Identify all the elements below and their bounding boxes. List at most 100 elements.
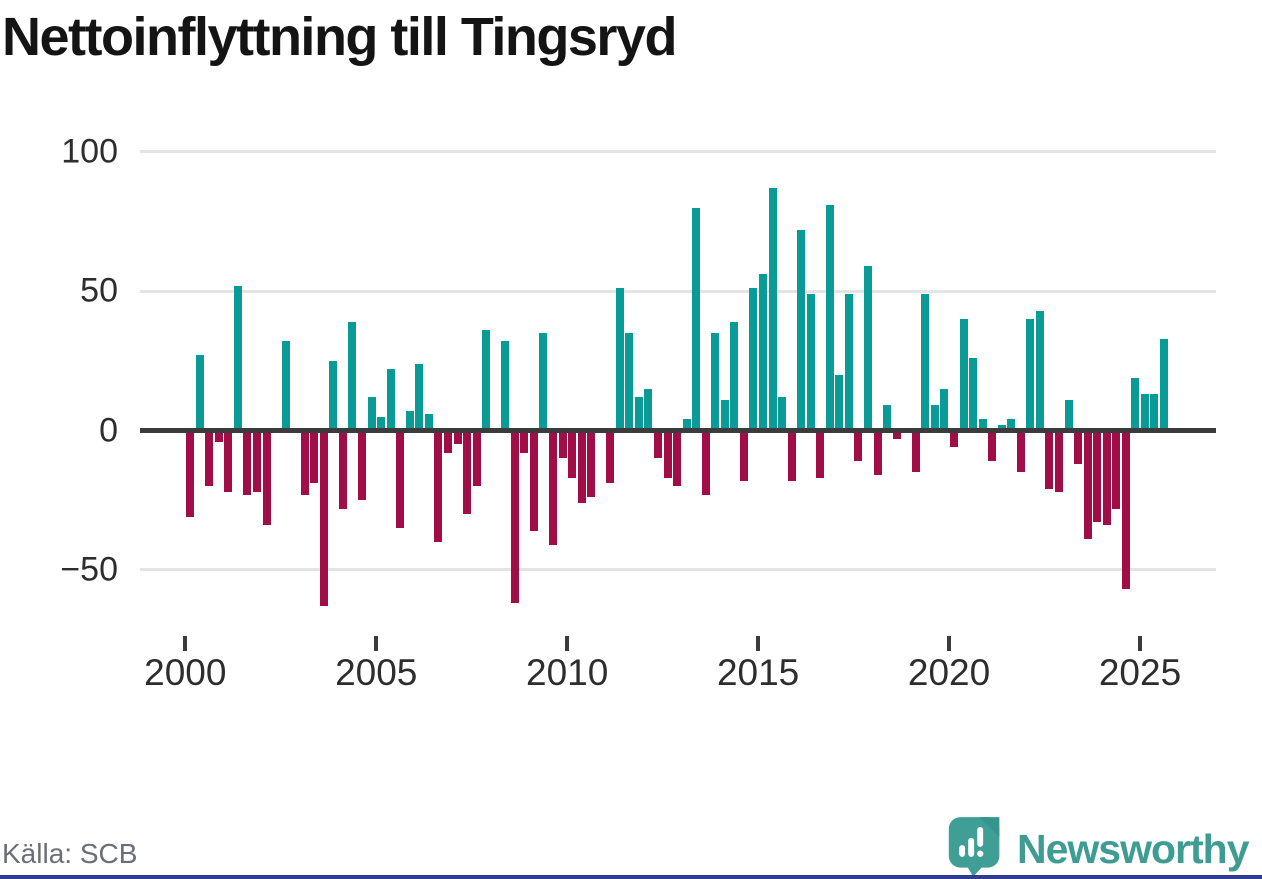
bar-2001-Q2 xyxy=(233,285,242,431)
x-tick-2015 xyxy=(756,636,761,651)
x-axis-label-2020: 2020 xyxy=(907,652,991,693)
bar-2022-Q4 xyxy=(1054,430,1063,492)
bar-2013-Q1 xyxy=(682,419,691,431)
x-axis-label-2010: 2010 xyxy=(526,652,609,693)
bar-2023-Q3 xyxy=(1083,430,1092,540)
bar-2024-Q3 xyxy=(1121,430,1130,590)
bar-2025-Q1 xyxy=(1140,394,1149,431)
x-axis-label-2000: 2000 xyxy=(144,652,227,693)
bar-2000-Q2 xyxy=(195,355,204,431)
gridline-y-50 xyxy=(140,289,1216,293)
bar-2020-Q3 xyxy=(969,358,978,431)
bar-2018-Q3 xyxy=(892,430,901,439)
x-tick-2010 xyxy=(565,636,570,651)
bar-2019-Q2 xyxy=(921,293,930,431)
bar-2014-Q1 xyxy=(720,399,729,431)
bar-2006-Q1 xyxy=(415,363,424,431)
bar-2016-Q4 xyxy=(825,204,834,431)
bar-2024-Q4 xyxy=(1131,377,1140,431)
newsworthy-logo-icon xyxy=(947,812,1003,879)
bar-2007-Q4 xyxy=(482,330,491,431)
bar-2020-Q1 xyxy=(949,430,958,448)
bar-2017-Q2 xyxy=(844,293,853,431)
bar-2003-Q1 xyxy=(300,430,309,495)
bar-2010-Q2 xyxy=(577,430,586,503)
bar-2001-Q3 xyxy=(243,430,252,495)
bar-2006-Q3 xyxy=(434,430,443,542)
bar-2023-Q4 xyxy=(1093,430,1102,523)
bar-2013-Q2 xyxy=(692,207,701,431)
bar-2013-Q4 xyxy=(711,332,720,431)
bar-2012-Q2 xyxy=(654,430,662,459)
bar-2015-Q2 xyxy=(768,188,777,431)
bar-2010-Q3 xyxy=(587,430,596,498)
x-axis-label-2025: 2025 xyxy=(1098,652,1182,693)
bar-2004-Q2 xyxy=(348,321,357,431)
gridline-y-100 xyxy=(140,150,1216,154)
bar-2023-Q1 xyxy=(1064,399,1073,431)
bar-2009-Q1 xyxy=(529,430,538,531)
bar-2019-Q1 xyxy=(911,430,920,473)
bar-2021-Q3 xyxy=(1007,419,1016,431)
bar-2019-Q4 xyxy=(940,388,949,431)
bar-2000-Q1 xyxy=(186,430,195,517)
bar-2022-Q2 xyxy=(1035,310,1044,431)
bar-2000-Q3 xyxy=(205,430,214,487)
bar-2018-Q1 xyxy=(873,430,882,476)
bar-2004-Q3 xyxy=(358,430,367,501)
bar-2005-Q1 xyxy=(377,416,386,431)
bar-2013-Q3 xyxy=(701,430,710,495)
bar-2009-Q4 xyxy=(558,430,567,459)
bar-2002-Q3 xyxy=(281,341,290,431)
bar-2006-Q2 xyxy=(424,413,433,431)
y-axis-label--50: −50 xyxy=(60,550,118,589)
bar-2022-Q1 xyxy=(1026,319,1035,431)
bar-2010-Q1 xyxy=(568,430,577,478)
bar-2022-Q3 xyxy=(1045,430,1054,490)
bar-2004-Q1 xyxy=(338,430,347,509)
bar-2021-Q4 xyxy=(1016,430,1025,473)
bar-2014-Q2 xyxy=(730,321,739,431)
bar-2004-Q4 xyxy=(367,397,376,431)
bar-2011-Q2 xyxy=(615,288,624,431)
bar-2001-Q4 xyxy=(253,430,262,492)
bar-2009-Q2 xyxy=(539,332,548,431)
bar-2007-Q3 xyxy=(472,430,481,487)
source-note: Källa: SCB xyxy=(2,838,138,869)
bar-2011-Q4 xyxy=(634,397,643,431)
bar-2016-Q2 xyxy=(806,293,815,431)
bar-2006-Q4 xyxy=(443,430,452,453)
x-tick-2020 xyxy=(947,636,952,651)
bar-2018-Q2 xyxy=(883,405,892,431)
bar-2011-Q3 xyxy=(625,332,634,431)
bar-2005-Q3 xyxy=(396,430,405,529)
x-axis-label-2015: 2015 xyxy=(716,652,800,693)
bar-2017-Q1 xyxy=(835,374,844,431)
bar-2025-Q2 xyxy=(1150,394,1159,431)
bar-2025-Q3 xyxy=(1159,338,1168,431)
bar-2016-Q1 xyxy=(797,229,806,431)
newsworthy-brand: Newsworthy xyxy=(947,812,1249,879)
bar-2024-Q2 xyxy=(1112,430,1121,509)
bar-2008-Q2 xyxy=(501,341,510,431)
y-axis-label-100: 100 xyxy=(61,132,118,171)
bar-2001-Q1 xyxy=(224,430,233,492)
bar-2012-Q1 xyxy=(644,388,653,431)
bar-2016-Q3 xyxy=(816,430,825,478)
bar-2017-Q3 xyxy=(854,430,863,462)
bar-2003-Q3 xyxy=(319,430,328,607)
bar-2020-Q4 xyxy=(978,419,987,431)
bar-2008-Q4 xyxy=(520,430,529,453)
x-tick-2025 xyxy=(1138,636,1142,651)
bar-2019-Q3 xyxy=(930,405,939,431)
bottom-accent-strip xyxy=(0,875,1262,879)
bar-2014-Q3 xyxy=(739,430,748,481)
bar-2003-Q4 xyxy=(329,360,338,431)
bar-2011-Q1 xyxy=(606,430,615,484)
gridline-y--50 xyxy=(140,568,1216,572)
chart-title: Nettoinflyttning till Tingsryd xyxy=(2,7,677,67)
bar-2014-Q4 xyxy=(749,288,758,431)
bar-2015-Q3 xyxy=(778,397,787,431)
